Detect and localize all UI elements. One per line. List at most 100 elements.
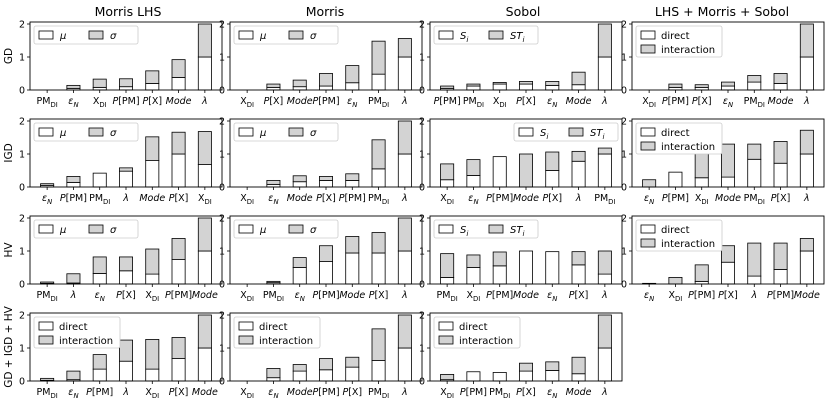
y-axis-label: GD <box>3 48 15 64</box>
plot-frame <box>631 215 825 285</box>
legend: Si STi <box>433 219 539 239</box>
x-tick-label: εN <box>268 387 278 400</box>
x-tick-label: λ <box>401 387 408 398</box>
legend-label-1: direct <box>59 322 88 333</box>
legend-swatch-1 <box>518 127 534 137</box>
bar-direct-3 <box>319 369 333 382</box>
bar-interaction-6 <box>397 314 412 349</box>
bar-σ-6 <box>197 131 212 165</box>
bar-μ-4 <box>345 179 360 188</box>
y-tick-label: 0 <box>19 86 25 97</box>
bar-interaction-6 <box>197 314 212 349</box>
bar-interaction-1 <box>668 276 683 285</box>
x-tick-label: PMDI <box>368 193 389 206</box>
x-tick-label: XDI <box>93 96 107 109</box>
bar-interaction-0 <box>642 179 657 188</box>
x-tick-label: Mode <box>566 96 592 107</box>
bar-σ-3 <box>319 176 333 181</box>
x-tick-label: λ <box>575 193 582 204</box>
bar-direct-2 <box>92 368 107 382</box>
bar-interaction-6 <box>799 238 814 252</box>
x-tick-label: λ <box>803 193 810 204</box>
legend-box <box>635 25 723 58</box>
y-tick-label: 1 <box>219 247 225 258</box>
x-tick-label: PMDI <box>263 290 284 303</box>
legend-box <box>233 316 321 349</box>
bar-direct-6 <box>799 153 814 188</box>
bar-direct-4 <box>345 366 360 382</box>
y-tick-label: 1 <box>19 247 25 258</box>
x-tick-label: λ <box>601 290 608 301</box>
bar-S_i-4 <box>545 84 560 91</box>
bar-interaction-5 <box>773 73 788 84</box>
legend: direct interaction <box>635 219 723 252</box>
x-tick-label: PMDI <box>368 96 389 109</box>
x-tick-label: λ <box>750 290 757 301</box>
legend-label-1: μ <box>259 128 266 139</box>
y-tick-label: 0 <box>219 86 225 97</box>
x-tick-label: P[PM] <box>767 290 794 301</box>
x-tick-label: P[X] <box>771 193 791 204</box>
legend-box <box>233 219 339 239</box>
bar-interaction-1 <box>266 368 281 379</box>
legend: direct interaction <box>433 316 521 349</box>
x-tick-label: Mode <box>166 96 192 107</box>
legend-swatch-2 <box>288 30 304 40</box>
bar-interaction-0 <box>40 377 55 381</box>
bar-μ-4 <box>145 160 160 188</box>
y-axis-label: GD + IGD + HV <box>3 305 15 387</box>
legend-swatch-2 <box>288 127 304 137</box>
x-tick-label: P[PM] <box>312 290 339 301</box>
x-tick-label: Mode <box>192 387 218 398</box>
legend-label-2: σ <box>110 128 117 139</box>
x-tick-label: PMDI <box>744 96 765 109</box>
legend-swatch-1 <box>438 224 454 234</box>
bar-ST_i-6 <box>597 147 612 155</box>
x-tick-label: PMDI <box>37 96 58 109</box>
bar-interaction-5 <box>773 141 788 164</box>
bar-ST_i-2 <box>492 251 507 267</box>
bar-σ-6 <box>197 23 212 58</box>
legend-box <box>433 316 521 349</box>
x-tick-label: XDI <box>467 290 481 303</box>
bar-interaction-3 <box>721 143 735 178</box>
x-tick-label: P[X] <box>169 193 189 204</box>
plot-frame <box>29 21 223 91</box>
panel-r2-c3: εN XDI P[PM] P[X] λ P[PM] Mode012directinterac… <box>621 214 825 303</box>
bar-interaction-3 <box>119 339 133 362</box>
legend-label-2: σ <box>110 225 117 236</box>
bar-σ-0 <box>40 281 55 284</box>
bar-μ-2 <box>92 273 107 285</box>
legend-swatch-1 <box>238 127 254 137</box>
x-tick-label: P[X] <box>342 387 362 398</box>
x-tick-label: PMDI <box>89 193 110 206</box>
legend-swatch-1 <box>238 321 254 331</box>
bar-μ-6 <box>197 56 212 91</box>
bar-μ-5 <box>171 259 186 285</box>
plot-frame <box>229 118 423 188</box>
x-tick-label: PMDI <box>744 193 765 206</box>
legend-swatch-1 <box>640 30 656 40</box>
column-title-morris: Morris <box>306 4 344 19</box>
x-tick-label: P[X] <box>516 96 536 107</box>
bar-S_i-5 <box>571 264 586 285</box>
x-tick-label: Mode <box>794 290 820 301</box>
legend-swatch-2 <box>288 224 304 234</box>
y-tick-label: 2 <box>219 20 225 31</box>
x-tick-label: P[X] <box>718 290 738 301</box>
legend-swatch-2 <box>568 127 584 137</box>
bar-σ-1 <box>66 176 81 183</box>
x-tick-label: XDI <box>240 290 254 303</box>
x-tick-label: εN <box>468 193 478 206</box>
x-tick-label: P[PM] <box>60 193 87 204</box>
legend-label-1: direct <box>459 322 488 333</box>
legend-box <box>33 219 139 239</box>
bar-interaction-3 <box>519 362 533 372</box>
legend-swatch-2 <box>640 238 656 248</box>
legend-label-1: μ <box>59 128 66 139</box>
